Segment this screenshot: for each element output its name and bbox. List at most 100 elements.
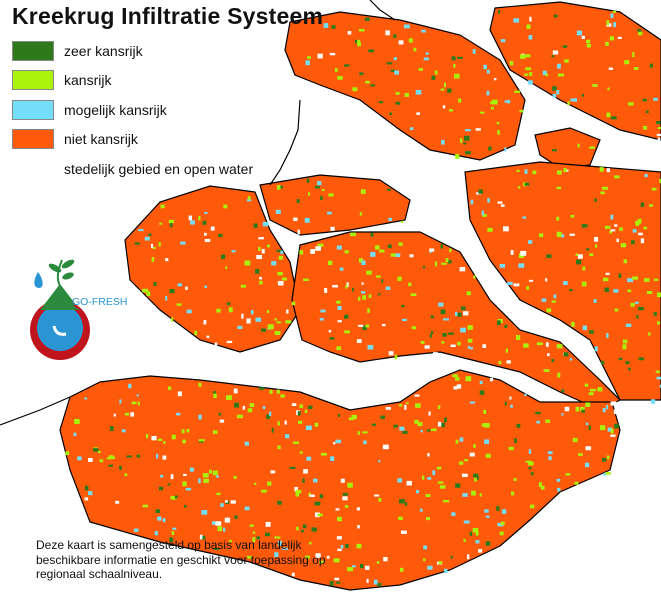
map-speck [563, 167, 567, 173]
logo-text: GO-FRESH [72, 296, 128, 308]
map-speck [340, 478, 345, 483]
map-speck [467, 338, 473, 343]
map-speck [366, 270, 372, 275]
map-speck [465, 376, 472, 382]
map-speck [478, 189, 483, 194]
map-speck [577, 254, 583, 259]
map-speck [570, 98, 576, 102]
map-speck [614, 308, 619, 312]
map-speck [202, 473, 209, 478]
map-speck [510, 404, 513, 408]
island-tholen [534, 127, 601, 169]
map-speck [464, 459, 468, 462]
map-speck [310, 249, 316, 254]
map-speck [442, 332, 447, 337]
map-speck [307, 56, 311, 60]
map-speck [74, 418, 80, 424]
map-speck [459, 266, 466, 272]
legend-label: stedelijk gebied en open water [64, 160, 254, 177]
map-speck [307, 405, 313, 409]
map-speck [277, 421, 280, 426]
map-speck [309, 541, 312, 545]
map-speck [388, 244, 392, 249]
map-speck [204, 285, 207, 288]
map-speck [160, 474, 164, 478]
map-speck [452, 374, 458, 378]
map-speck [304, 217, 310, 223]
map-speck [561, 413, 564, 416]
map-speck [413, 47, 417, 52]
map-speck [177, 391, 182, 397]
map-speck [295, 490, 302, 494]
map-speck [556, 216, 560, 221]
map-speck [216, 308, 221, 313]
map-speck [347, 482, 353, 488]
map-speck [600, 425, 606, 431]
map-speck [529, 16, 532, 22]
map-speck [332, 285, 338, 288]
map-speck [190, 220, 195, 225]
map-speck [532, 170, 537, 175]
map-speck [569, 358, 573, 361]
map-speck [333, 558, 340, 563]
map-speck [266, 414, 271, 420]
map-speck [306, 456, 312, 461]
map-speck [418, 68, 423, 71]
map-speck [473, 444, 476, 448]
map-speck [423, 57, 429, 61]
map-speck [406, 402, 409, 405]
map-speck [305, 425, 312, 431]
map-speck [398, 242, 403, 246]
map-speck [609, 230, 613, 234]
map-speck [73, 432, 77, 437]
map-speck [335, 508, 340, 511]
map-speck [278, 255, 283, 260]
map-speck [261, 489, 267, 493]
map-speck [644, 173, 648, 178]
map-speck [404, 404, 407, 410]
map-speck [404, 92, 409, 97]
map-speck [441, 139, 445, 145]
map-speck [437, 421, 442, 427]
map-speck [65, 451, 70, 456]
map-speck [586, 44, 591, 48]
map-speck [553, 294, 557, 299]
map-speck [337, 413, 341, 417]
map-speck [276, 185, 281, 190]
map-speck [181, 429, 185, 434]
map-speck [459, 461, 464, 465]
note-line: Deze kaart is samengesteld op basis van … [36, 538, 302, 552]
legend-item-mogelijk-kansrijk: mogelijk kansrijk [12, 95, 253, 125]
map-speck [607, 87, 610, 91]
map-speck [317, 243, 324, 247]
map-speck [498, 360, 502, 365]
map-speck [467, 325, 473, 330]
map-speck [415, 89, 422, 95]
map-speck [176, 412, 181, 416]
map-speck [490, 377, 494, 382]
map-speck [551, 300, 556, 303]
map-speck [622, 339, 628, 344]
map-speck [561, 389, 565, 393]
map-speck [431, 428, 437, 432]
map-speck [529, 72, 533, 76]
legend-label: mogelijk kansrijk [64, 101, 167, 118]
map-speck [233, 475, 237, 479]
map-speck [475, 530, 479, 536]
map-speck [604, 472, 611, 475]
map-speck [277, 445, 281, 450]
map-speck [643, 125, 648, 130]
map-speck [557, 487, 561, 492]
map-speck [225, 266, 228, 269]
map-speck [543, 369, 550, 372]
map-speck [258, 237, 264, 240]
map-speck [142, 288, 149, 293]
map-speck [160, 204, 165, 209]
map-speck [527, 80, 533, 85]
map-speck [294, 486, 298, 492]
map-speck [276, 249, 282, 253]
map-speck [557, 372, 561, 378]
map-speck [373, 579, 378, 585]
map-speck [358, 28, 365, 32]
map-speck [367, 308, 370, 313]
